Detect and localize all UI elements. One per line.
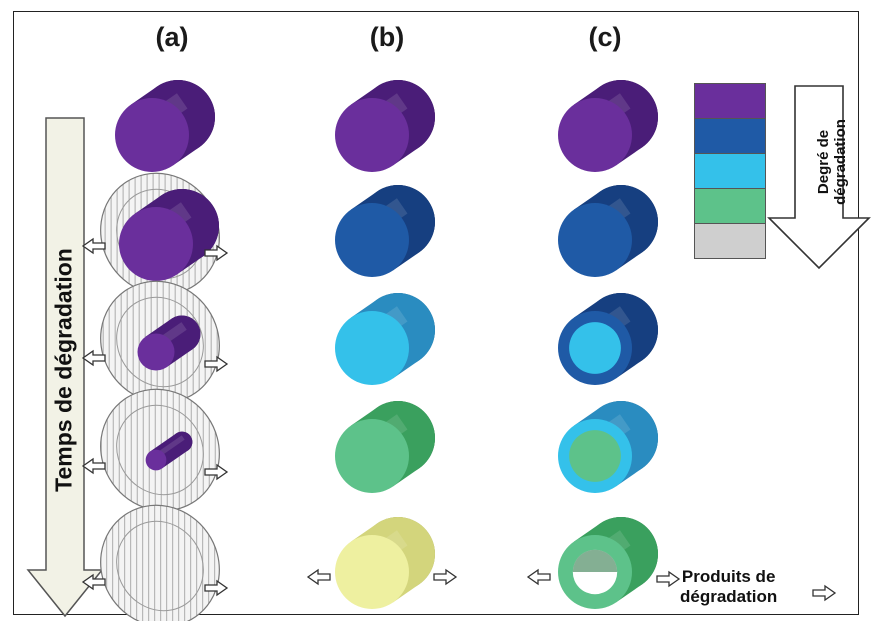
degradation-degree-arrow [767,85,871,270]
col-a-cylinder-3-front-face [137,333,175,371]
col-c-cylinder-4 [558,400,658,493]
col-a-cylinder-4-front-face [145,449,167,471]
products-arrow [812,584,837,602]
column-label-b: (b) [369,22,405,52]
col-a-left-arrow-5 [81,573,106,591]
col-b-left-arrow [306,568,331,586]
col-a-right-arrow-3 [204,355,229,373]
col-c-cylinder-3-inner-core [569,322,621,374]
col-c-cylinder-3 [558,293,659,385]
col-a-cylinder-4 [145,431,193,471]
col-b-cylinder-1-front-face [335,98,409,172]
col-c-cylinder-5-hole-shadow [572,549,618,572]
col-a-right-arrow-2 [204,244,229,262]
col-c-cylinder-2-front-face [558,203,632,277]
col-b-cylinder-3-front-face [335,311,409,385]
products-label-line1: Produits de [681,567,776,586]
col-a-mesh-4-inner-ring [116,404,204,496]
legend-color-bar [694,83,766,259]
legend-swatch-1 [694,83,766,119]
legend-swatch-3 [694,153,766,189]
col-b-cylinder-5-front-face [335,535,409,609]
col-c-cylinder-2 [558,184,659,277]
col-a-cylinder-1-front-face [115,98,189,172]
col-b-cylinder-2 [335,185,435,277]
col-c-left-arrow [526,568,551,586]
col-a-cylinder-2 [119,188,220,281]
col-b-right-arrow [433,568,458,586]
column-label-a: (a) [155,22,189,52]
col-a-cylinder-1 [115,80,215,172]
legend-swatch-5 [694,223,766,259]
col-a-left-arrow-4 [81,457,106,475]
col-a-left-arrow-3 [81,349,106,367]
products-label-line2: dégradation [680,587,778,607]
column-label-c: (c) [588,22,622,52]
col-b-cylinder-2-front-face [335,203,409,277]
col-c-cylinder-4-inner-core [569,430,621,482]
col-c-cylinder-1-front-face [558,98,632,172]
col-c-right-arrow [656,570,681,588]
degradation-products-label: Produits de dégradation [680,567,777,607]
col-b-cylinder-5 [335,517,435,609]
col-a-right-arrow-4 [204,463,229,481]
col-a-left-arrow-2 [81,237,106,255]
col-c-cylinder-1 [558,79,659,172]
col-a-cylinder-2-front-face [119,207,193,281]
col-b-cylinder-3 [335,293,435,385]
col-c-cylinder-5 [558,517,658,609]
col-a-mesh-5-inner-ring [116,520,204,612]
col-a-right-arrow-5 [204,579,229,597]
time-down-arrow [26,117,104,618]
col-a-mesh-5 [100,504,220,621]
col-b-cylinder-1 [335,80,435,172]
col-a-cylinder-3 [137,315,201,371]
legend-swatch-4 [694,188,766,224]
col-a-mesh-3-inner-ring [116,296,204,388]
col-b-cylinder-4-front-face [335,419,409,493]
col-b-cylinder-4 [335,401,435,493]
